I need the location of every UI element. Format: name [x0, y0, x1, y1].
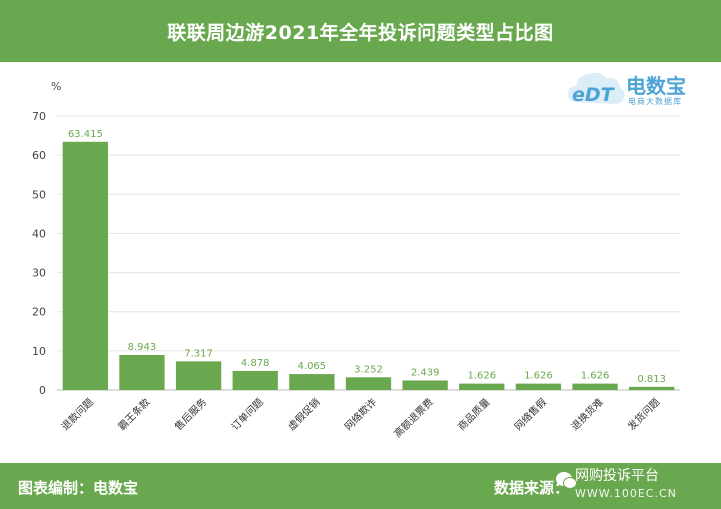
- data-label: 2.439: [411, 367, 440, 378]
- bar: [572, 383, 618, 390]
- bar: [62, 141, 108, 390]
- logo: eDT 电数宝 电商大数据库: [566, 64, 716, 114]
- bar: [289, 374, 335, 390]
- footer-editor: 图表编制：电数宝: [18, 479, 139, 497]
- bar: [515, 383, 562, 390]
- data-label: 1.626: [467, 371, 496, 382]
- x-tick-label: 订单问题: [228, 395, 265, 432]
- x-tick-label: 高额退票费: [391, 395, 436, 440]
- bar: [402, 380, 448, 390]
- logo-mark: eDT: [572, 84, 614, 106]
- data-label: 4.878: [241, 358, 270, 369]
- wechat-icon: [556, 472, 577, 489]
- data-label: 63.415: [68, 129, 103, 140]
- footer-source: 数据来源：: [494, 479, 570, 497]
- y-tick-label: 50: [32, 188, 46, 201]
- bar: [175, 361, 222, 390]
- data-label: 8.943: [128, 342, 157, 353]
- y-tick-label: 60: [32, 149, 46, 162]
- bar: [459, 383, 505, 390]
- bar: [629, 386, 675, 390]
- logo-subtitle: 电商大数据库: [628, 97, 682, 106]
- bar: [119, 354, 165, 390]
- logo-name: 电数宝: [626, 74, 686, 98]
- watermark-url: WWW.100EC.CN: [575, 487, 677, 500]
- y-tick-label: 30: [32, 267, 46, 280]
- page-title: 联联周边游2021年全年投诉问题类型占比图: [167, 21, 554, 44]
- x-tick-label: 商品质量: [455, 395, 492, 432]
- x-tick-label: 发货问题: [625, 395, 662, 432]
- footer-banner: 图表编制：电数宝 数据来源： 网购投诉平台 WWW.100EC.CN: [0, 463, 721, 509]
- cloud-logo-icon: [568, 72, 625, 104]
- data-label: 3.252: [354, 364, 383, 375]
- data-label: 1.626: [524, 371, 553, 382]
- y-axis-label: %: [51, 80, 61, 93]
- y-tick-label: 70: [32, 110, 46, 123]
- y-tick-label: 40: [32, 227, 46, 240]
- data-label: 0.813: [637, 374, 666, 385]
- watermark: 网购投诉平台 WWW.100EC.CN: [575, 468, 677, 502]
- bar-chart: % 0 10 20 30 40 50 60 70 63.415 退款问题 8.943 霸王条款 7.317…: [32, 80, 680, 440]
- x-tick-label: 网络售假: [512, 395, 549, 432]
- bar: [232, 370, 278, 390]
- data-label: 4.065: [298, 361, 327, 372]
- data-label: 7.317: [184, 348, 213, 359]
- x-tick-label: 退款问题: [58, 395, 95, 432]
- x-tick-label: 虚假促销: [285, 395, 322, 432]
- y-tick-label: 20: [32, 306, 46, 319]
- x-tick-label: 网络欺诈: [342, 395, 379, 432]
- y-tick-label: 0: [39, 384, 46, 397]
- watermark-text: 网购投诉平台: [575, 468, 659, 484]
- chart-title-banner: 联联周边游2021年全年投诉问题类型占比图: [0, 0, 721, 62]
- x-tick-label: 售后服务: [172, 395, 209, 432]
- x-tick-label: 退换货难: [568, 395, 605, 432]
- x-tick-label: 霸王条款: [115, 395, 152, 432]
- y-tick-label: 10: [32, 345, 46, 358]
- data-label: 1.626: [581, 371, 610, 382]
- bar: [345, 377, 392, 390]
